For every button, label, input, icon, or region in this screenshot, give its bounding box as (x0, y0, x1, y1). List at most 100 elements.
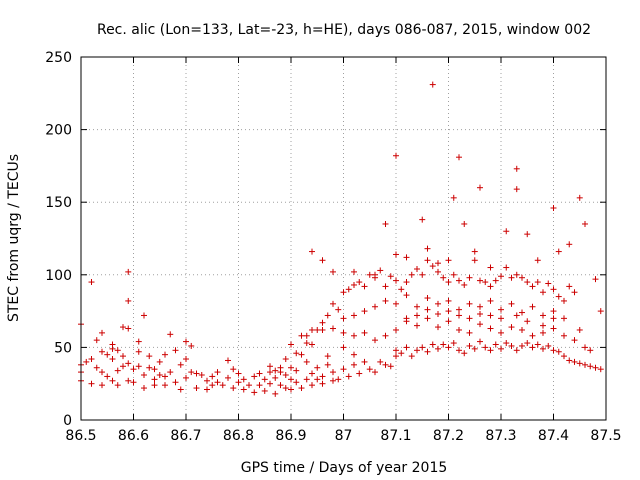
data-point (88, 356, 95, 363)
data-point (571, 358, 578, 365)
data-point (487, 264, 494, 271)
data-point (513, 165, 520, 172)
data-point (251, 389, 258, 396)
data-point (456, 326, 462, 333)
data-point (125, 325, 132, 332)
data-point (487, 347, 494, 354)
data-point (130, 366, 137, 373)
data-point (141, 312, 147, 319)
data-point (450, 271, 457, 278)
data-point (340, 344, 347, 351)
x-tick-label: 87.3 (485, 428, 516, 444)
data-point (303, 340, 310, 347)
chart-title: Rec. alic (Lon=133, Lat=-23, h=HE), days… (97, 22, 591, 38)
data-point (503, 264, 510, 271)
data-point (524, 340, 531, 347)
data-point (461, 220, 468, 227)
data-point (524, 279, 531, 286)
data-point (114, 347, 121, 354)
data-point (477, 338, 483, 345)
data-point (314, 326, 321, 333)
data-point (529, 303, 536, 310)
data-point (445, 297, 452, 304)
data-point (372, 303, 378, 310)
data-point (309, 382, 315, 389)
data-point (414, 303, 420, 310)
x-tick-label: 86.7 (170, 428, 201, 444)
data-point (435, 300, 441, 307)
data-point (114, 367, 121, 374)
data-point (104, 373, 111, 380)
data-point (351, 361, 357, 368)
data-point (162, 382, 168, 389)
data-point (587, 347, 594, 354)
data-point (477, 321, 483, 328)
data-point (109, 377, 116, 384)
data-point (503, 228, 510, 235)
data-point (198, 371, 205, 378)
data-point (419, 344, 426, 351)
data-point (592, 276, 599, 283)
data-point (282, 385, 289, 392)
data-point (393, 277, 399, 284)
data-point (225, 357, 231, 364)
data-point (188, 369, 195, 376)
data-point (393, 326, 399, 333)
data-point (267, 380, 273, 387)
data-point (272, 367, 279, 374)
data-point (293, 379, 300, 386)
data-point (550, 325, 557, 332)
data-point (309, 326, 315, 333)
data-point (582, 361, 588, 368)
data-point (519, 326, 525, 333)
data-point (267, 363, 273, 370)
data-point (141, 385, 147, 392)
data-point (120, 324, 126, 331)
data-point (393, 152, 399, 159)
data-point (414, 347, 420, 354)
data-point (225, 374, 231, 381)
data-point (99, 348, 105, 355)
grid-lines (81, 57, 606, 420)
data-point (319, 257, 326, 264)
data-point (534, 341, 541, 348)
data-point (466, 329, 473, 336)
y-tick-label: 50 (54, 340, 72, 356)
data-point (566, 357, 573, 364)
data-point (135, 338, 142, 345)
data-point (529, 332, 536, 339)
data-point (492, 341, 499, 348)
data-point (445, 344, 452, 351)
data-point (361, 308, 368, 315)
data-point (146, 353, 153, 360)
data-point (156, 358, 163, 365)
data-point (414, 322, 420, 329)
data-point (540, 312, 546, 319)
data-point (571, 289, 578, 296)
data-point (555, 248, 562, 255)
data-point (309, 370, 315, 377)
data-point (235, 370, 242, 377)
data-point (146, 364, 153, 371)
data-point (524, 318, 531, 325)
data-point (424, 315, 431, 322)
data-point (188, 342, 195, 349)
data-point (445, 318, 452, 325)
data-point (540, 345, 546, 352)
data-point (576, 360, 583, 367)
data-point (151, 376, 158, 383)
y-tick-label: 100 (45, 268, 72, 284)
data-point (461, 281, 468, 288)
data-point (456, 306, 462, 313)
data-point (555, 293, 562, 300)
y-axis-ticks: 0 50 100 150 200 250 (45, 50, 606, 429)
data-point (309, 341, 315, 348)
data-point (387, 363, 394, 370)
x-axis-ticks: 86.5 86.6 86.7 86.8 86.9 87 87.1 87.2 87.3 87.4 87… (65, 57, 622, 444)
data-point (256, 382, 263, 389)
data-point (167, 331, 174, 338)
data-point (125, 297, 132, 304)
x-tick-label: 86.8 (223, 428, 254, 444)
data-point (445, 257, 452, 264)
data-point (398, 286, 405, 293)
